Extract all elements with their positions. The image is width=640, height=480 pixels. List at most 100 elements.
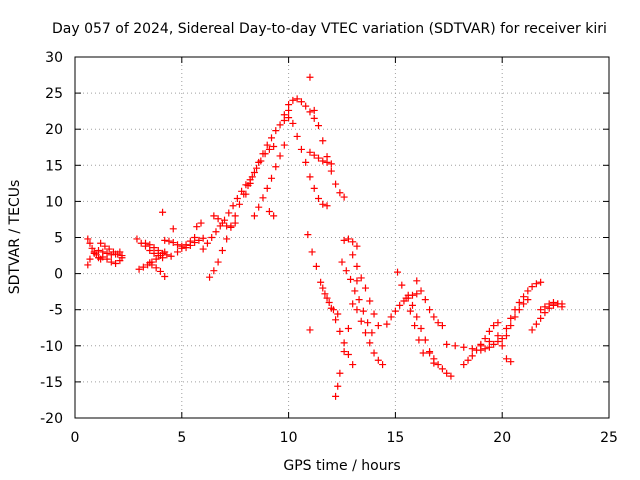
data-point — [532, 320, 540, 328]
series-late-c — [404, 291, 438, 367]
data-point — [327, 167, 335, 175]
y-axis-label: SDTVAR / TECUs — [7, 180, 23, 295]
data-point — [315, 122, 323, 130]
data-point — [340, 339, 348, 347]
data-point — [468, 352, 476, 360]
data-point — [515, 298, 523, 306]
data-point — [421, 336, 429, 344]
data-point — [357, 274, 365, 282]
data-point — [438, 365, 446, 373]
data-point — [464, 356, 472, 364]
data-point — [370, 349, 378, 357]
data-point — [306, 108, 314, 116]
data-point — [411, 322, 419, 330]
data-point — [210, 212, 218, 220]
data-point — [524, 296, 532, 304]
series-late-e — [426, 349, 455, 380]
data-point — [306, 73, 314, 81]
data-point — [336, 189, 344, 197]
data-point — [413, 290, 421, 298]
data-point — [270, 143, 278, 151]
data-point — [520, 293, 528, 301]
data-point — [199, 245, 207, 253]
data-point — [182, 241, 190, 249]
data-point — [135, 265, 143, 273]
data-point — [310, 184, 318, 192]
data-point — [541, 303, 549, 311]
series-outliers — [265, 73, 314, 334]
series-late-b — [394, 268, 427, 357]
data-point — [210, 267, 218, 275]
data-point — [344, 324, 352, 332]
data-point — [112, 259, 120, 267]
data-point — [434, 319, 442, 327]
data-point — [507, 314, 515, 322]
data-point — [349, 361, 357, 369]
data-point — [250, 169, 258, 177]
data-point — [537, 306, 545, 314]
data-point — [169, 239, 177, 247]
data-point — [86, 255, 94, 263]
series-dip-b — [338, 258, 376, 337]
data-point — [353, 262, 361, 270]
data-point — [114, 250, 122, 258]
data-point — [334, 310, 342, 318]
data-point — [417, 287, 425, 295]
data-point — [242, 181, 250, 189]
x-tick-label: 10 — [280, 430, 298, 446]
data-point — [507, 322, 515, 330]
data-point — [545, 300, 553, 308]
data-point — [528, 283, 536, 291]
data-point — [532, 280, 540, 288]
data-point — [537, 314, 545, 322]
data-point — [238, 187, 246, 195]
y-tick-label: 15 — [45, 158, 63, 174]
data-point — [353, 306, 361, 314]
data-point — [477, 346, 485, 354]
data-point — [150, 244, 158, 252]
data-point — [332, 392, 340, 400]
series-rise-d — [242, 114, 293, 198]
data-point — [332, 180, 340, 188]
data-point — [293, 95, 301, 103]
y-tick-label: -15 — [40, 375, 63, 391]
data-point — [537, 278, 545, 286]
data-point — [317, 278, 325, 286]
data-point — [90, 249, 98, 257]
data-point — [494, 319, 502, 327]
data-point — [302, 158, 310, 166]
series-peak-d — [310, 106, 348, 201]
data-point — [404, 291, 412, 299]
data-point — [289, 96, 297, 104]
grid-lines — [75, 57, 609, 418]
series-dip-e — [340, 235, 361, 250]
data-point — [233, 195, 241, 203]
data-point — [161, 236, 169, 244]
data-point — [227, 222, 235, 230]
series-rise-c — [210, 212, 239, 230]
data-point — [353, 277, 361, 285]
data-point — [520, 300, 528, 308]
data-point — [265, 208, 273, 216]
data-point — [105, 245, 113, 253]
data-point — [340, 193, 348, 201]
data-point — [413, 277, 421, 285]
data-point — [490, 340, 498, 348]
y-tick-label: 20 — [45, 122, 63, 138]
data-point — [139, 263, 147, 271]
data-point — [349, 300, 357, 308]
data-point — [394, 268, 402, 276]
data-point — [507, 358, 515, 366]
data-point — [387, 313, 395, 321]
data-point — [146, 241, 154, 249]
data-point — [255, 203, 263, 211]
data-point — [319, 284, 327, 292]
data-point — [396, 301, 404, 309]
data-point — [336, 327, 344, 335]
data-point — [268, 174, 276, 182]
series-dip-d — [353, 306, 387, 369]
data-point — [502, 332, 510, 340]
data-point — [167, 252, 175, 260]
data-point — [323, 153, 331, 161]
data-point — [438, 322, 446, 330]
